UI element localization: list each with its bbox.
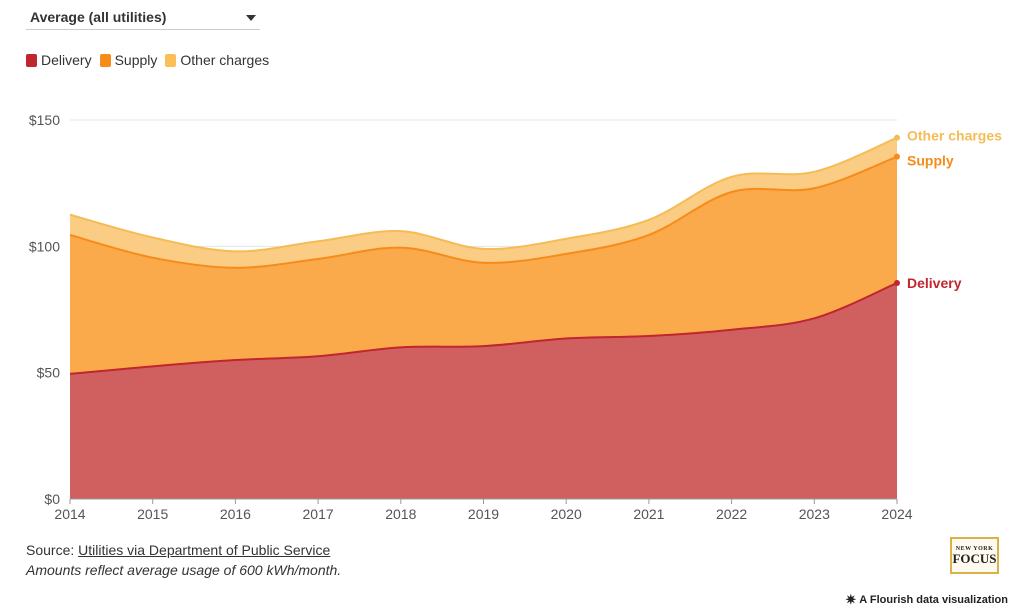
end-label-delivery: Delivery	[907, 275, 962, 291]
end-point-delivery	[894, 279, 900, 286]
legend-swatch-other-charges	[165, 53, 177, 67]
x-tick-label: 2022	[716, 506, 747, 522]
y-tick-label: $0	[44, 491, 60, 507]
end-label-supply: Supply	[907, 153, 954, 169]
y-tick-label: $100	[29, 238, 60, 254]
x-tick-label: 2017	[303, 506, 334, 522]
new-york-focus-logo[interactable]: NEW YORK FOCUS	[950, 537, 999, 574]
end-label-other-charges: Other charges	[907, 128, 1002, 144]
y-tick-label: $150	[29, 112, 60, 128]
x-tick-label: 2015	[137, 506, 168, 522]
line-delivery	[69, 282, 898, 375]
x-tick-label: 2021	[633, 506, 664, 522]
flourish-credit[interactable]: ✷ A Flourish data visualization	[845, 592, 1008, 608]
x-tick-label: 2023	[799, 506, 830, 522]
dropdown-selected-value: Average (all utilities)	[30, 9, 167, 25]
x-tick-label: 2018	[385, 506, 416, 522]
x-tick-label: 2019	[468, 506, 499, 522]
chart-legend: Delivery Supply Other charges	[26, 52, 277, 68]
footnote: Amounts reflect average usage of 600 kWh…	[26, 562, 342, 578]
x-tick-label: 2024	[881, 506, 912, 522]
source-link[interactable]: Utilities via Department of Public Servi…	[78, 542, 331, 558]
source-line: Source: Utilities via Department of Publ…	[26, 542, 330, 558]
legend-label-other-charges: Other charges	[180, 52, 270, 68]
logo-main-text: FOCUS	[952, 551, 997, 566]
logo-top-text: NEW YORK	[955, 546, 994, 552]
flourish-star-icon: ✷	[845, 592, 857, 607]
x-tick-label: 2014	[54, 506, 85, 522]
y-tick-label: $50	[37, 365, 61, 381]
legend-label-delivery: Delivery	[41, 52, 92, 68]
legend-item-other-charges[interactable]: Other charges	[165, 52, 269, 68]
x-tick-label: 2016	[220, 506, 251, 522]
legend-item-delivery[interactable]: Delivery	[26, 52, 92, 68]
legend-item-supply[interactable]: Supply	[99, 52, 158, 68]
legend-swatch-supply	[99, 53, 111, 67]
legend-label-supply: Supply	[114, 52, 158, 68]
end-point-other-charges	[894, 134, 900, 141]
flourish-credit-label: A Flourish data visualization	[859, 594, 1008, 606]
line-other-charges	[69, 136, 898, 253]
line-supply	[69, 155, 898, 269]
chevron-down-icon[interactable]	[246, 15, 256, 21]
end-point-supply	[894, 153, 900, 160]
x-tick-label: 2020	[551, 506, 582, 522]
source-prefix: Source:	[26, 542, 79, 558]
utility-dropdown[interactable]: Average (all utilities)	[26, 4, 260, 30]
legend-swatch-delivery	[26, 53, 37, 67]
area-delivery	[70, 282, 897, 499]
